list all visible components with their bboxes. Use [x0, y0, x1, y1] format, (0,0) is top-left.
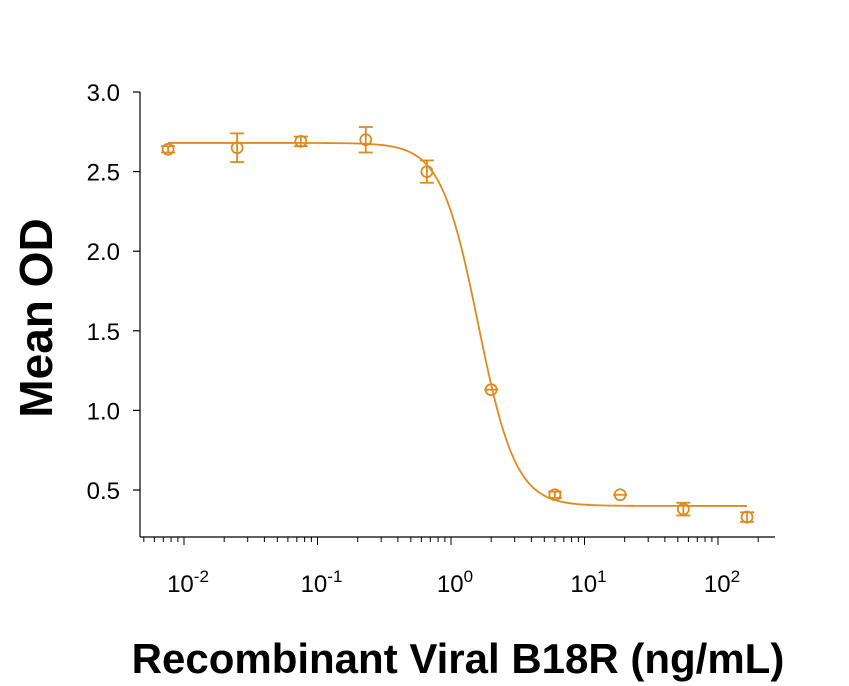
point-marker: [161, 142, 175, 156]
point-marker: [484, 383, 498, 397]
x-ticks: 10-2 10-1 100 101 102: [143, 537, 759, 598]
x-tick-label: 101: [570, 567, 606, 598]
x-tick-label: 102: [704, 567, 740, 598]
y-tick-label: 1.0: [87, 398, 120, 425]
x-tick-base: 10: [437, 571, 464, 598]
x-tick-base: 10: [167, 571, 194, 598]
data-point: [230, 132, 245, 163]
point-marker: [548, 488, 562, 502]
x-tick-exponent: -1: [327, 567, 342, 586]
x-tick-exponent: -2: [194, 567, 209, 586]
x-tick-label: 10-2: [167, 567, 209, 598]
point-marker: [294, 134, 308, 148]
x-tick-base: 10: [704, 571, 731, 598]
point-marker: [613, 488, 627, 502]
x-tick-label: 10-1: [301, 567, 343, 598]
data-point: [419, 159, 434, 184]
y-tick-label: 1.5: [87, 319, 120, 346]
point-marker: [359, 133, 373, 147]
y-tick-label: 3.0: [87, 80, 120, 107]
x-tick-base: 10: [301, 571, 328, 598]
y-tick-label: 2.5: [87, 160, 120, 187]
x-axis-title: Recombinant Viral B18R (ng/mL): [132, 635, 785, 682]
data-point: [613, 488, 628, 502]
point-marker: [676, 502, 690, 516]
data-point: [676, 501, 691, 517]
fit-curve-layer: [168, 142, 748, 507]
x-tick-exponent: 2: [731, 567, 740, 586]
y-axis-title: Mean OD: [10, 218, 62, 417]
data-point: [740, 510, 755, 524]
point-marker: [420, 165, 434, 179]
data-point: [161, 142, 176, 156]
x-tick-exponent: 0: [464, 567, 473, 586]
data-points-layer: [161, 126, 755, 524]
x-tick-exponent: 1: [597, 567, 606, 586]
y-tick-label: 2.0: [87, 239, 120, 266]
fit-curve: [168, 142, 748, 507]
x-tick-label: 100: [437, 567, 473, 598]
data-point: [484, 383, 499, 397]
axes: [139, 92, 775, 538]
y-ticks: 0.5 1.0 1.5 2.0 2.5 3.0: [87, 80, 140, 505]
x-tick-base: 10: [570, 571, 597, 598]
data-point: [358, 126, 373, 154]
point-marker: [230, 141, 244, 155]
data-point: [293, 134, 308, 148]
data-point: [547, 488, 562, 502]
point-marker: [740, 510, 754, 524]
y-tick-label: 0.5: [87, 478, 120, 505]
